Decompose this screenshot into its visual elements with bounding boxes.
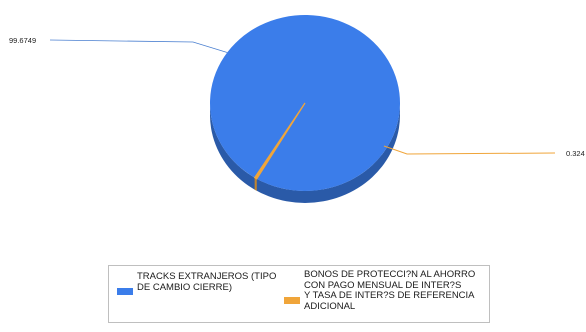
slice-side-bonos bbox=[254, 177, 257, 191]
legend-swatch-bonos bbox=[284, 297, 300, 304]
legend-label-bonos: BONOS DE PROTECCI?N AL AHORRO CON PAGO M… bbox=[304, 269, 476, 312]
legend: TRACKS EXTRANJEROS (TIPO DE CAMBIO CIERR… bbox=[108, 265, 490, 323]
slice-bonos bbox=[253, 102, 306, 180]
data-label-bonos: 0.324 bbox=[566, 149, 585, 158]
leader-line-tracks bbox=[49, 39, 228, 53]
data-label-tracks: 99.6749 bbox=[9, 36, 36, 45]
legend-label-tracks: TRACKS EXTRANJEROS (TIPO DE CAMBIO CIERR… bbox=[137, 271, 277, 293]
legend-item-bonos: BONOS DE PROTECCI?N AL AHORRO CON PAGO M… bbox=[284, 269, 489, 312]
legend-item-tracks: TRACKS EXTRANJEROS (TIPO DE CAMBIO CIERR… bbox=[117, 271, 292, 295]
leader-line-bonos bbox=[383, 145, 556, 155]
legend-swatch-tracks bbox=[117, 288, 133, 295]
